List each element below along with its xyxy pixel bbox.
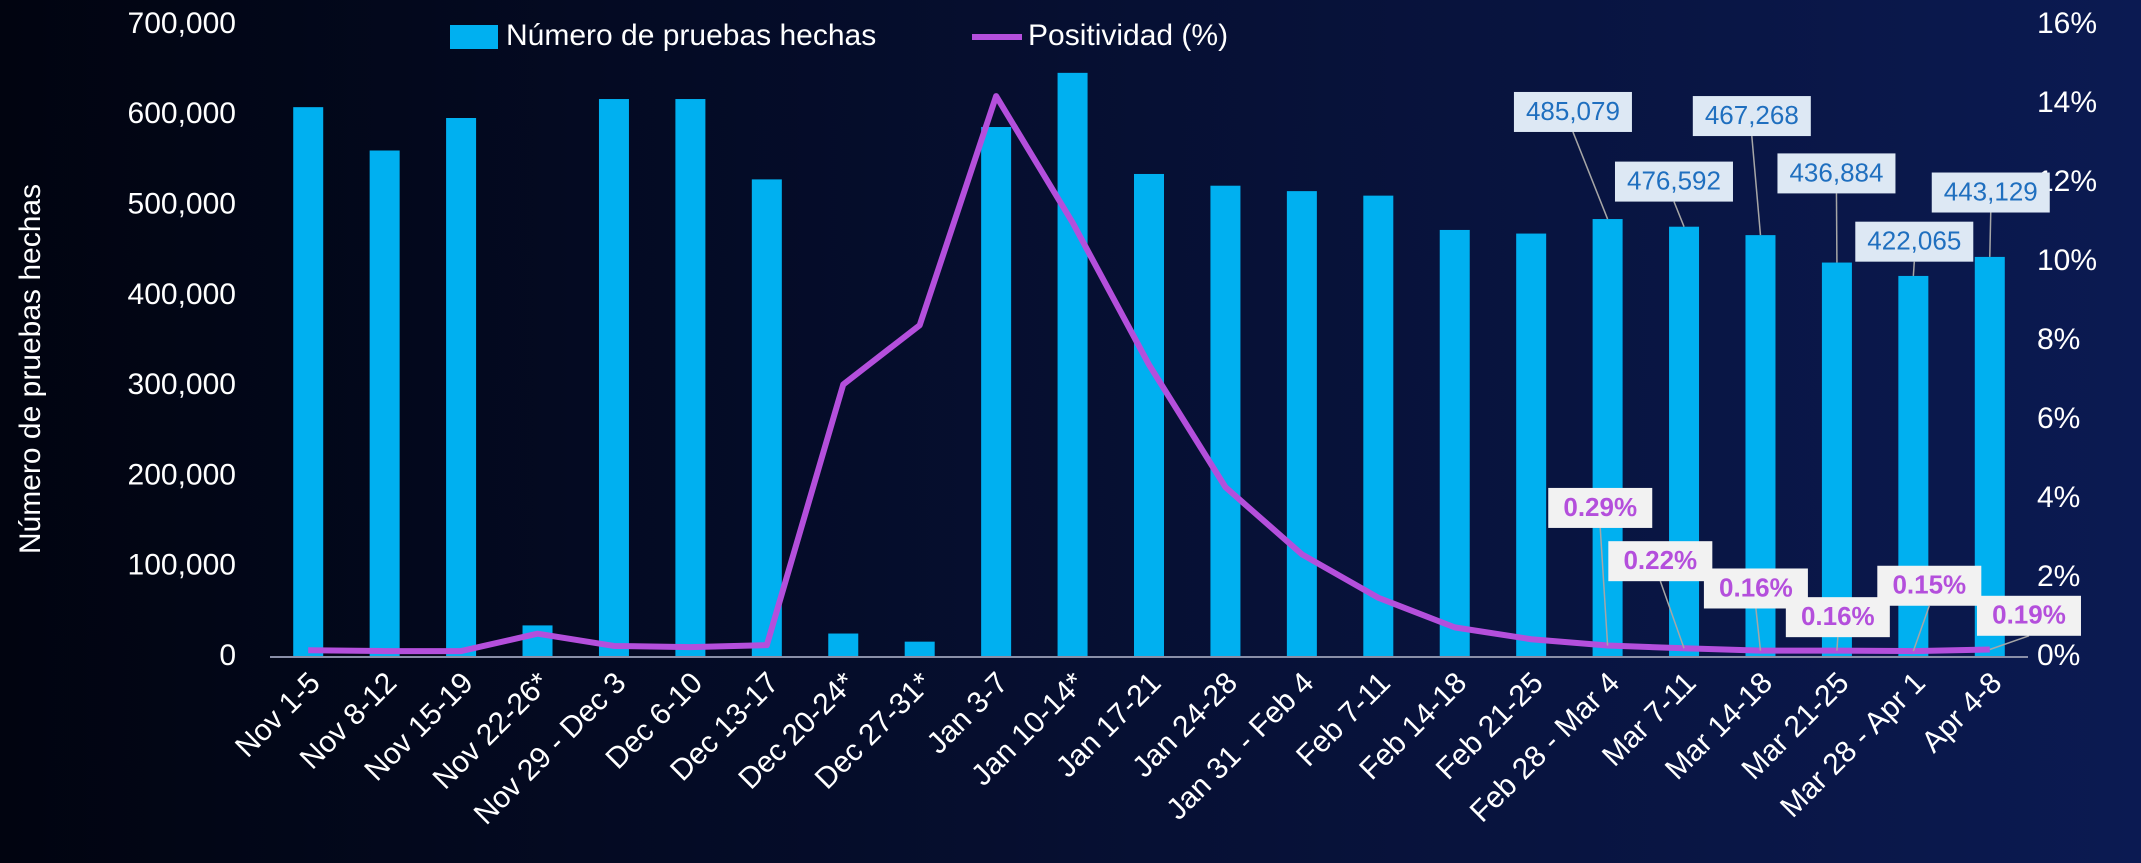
bar: [1363, 195, 1394, 657]
y2-tick-label: 0%: [2037, 639, 2080, 672]
y-tick-label: 700,000: [128, 7, 236, 40]
y-tick-label: 500,000: [128, 187, 236, 220]
y-tick-label: 300,000: [128, 368, 236, 401]
label-box: [1855, 221, 1974, 262]
data-label: 467,268: [1705, 100, 1799, 130]
bar: [369, 150, 400, 658]
data-label: 422,065: [1867, 226, 1961, 256]
label-box: [1777, 153, 1896, 194]
y-tick-label: 200,000: [128, 458, 236, 491]
bar: [1134, 173, 1164, 657]
label-box: [1785, 597, 1890, 638]
bar: [751, 179, 782, 658]
label-box: [1513, 91, 1632, 132]
leader-line: [1989, 212, 1992, 257]
legend-swatch: [450, 25, 498, 49]
data-label: 436,884: [1789, 157, 1883, 187]
label-box: [1976, 595, 2081, 636]
data-label: 476,592: [1627, 165, 1721, 195]
data-label: 0.16%: [1801, 601, 1875, 631]
y-tick-label: 600,000: [128, 97, 236, 130]
label-box: [1931, 172, 2050, 213]
y-tick-label: 0: [219, 639, 236, 672]
bar: [293, 107, 324, 657]
y-tick-label: 400,000: [128, 278, 236, 311]
label-box: [1614, 161, 1733, 202]
leader-line: [1673, 201, 1685, 227]
bar: [828, 633, 859, 657]
leader-line: [1659, 580, 1685, 649]
data-label: 443,129: [1944, 176, 2038, 206]
data-label: 0.16%: [1719, 572, 1793, 602]
leader-line: [1599, 527, 1609, 646]
leader-line: [1755, 608, 1762, 651]
leader-line: [1912, 261, 1916, 276]
bar: [446, 117, 477, 658]
y2-tick-label: 8%: [2037, 323, 2080, 356]
y2-tick-label: 10%: [2037, 244, 2097, 277]
data-label: 0.29%: [1563, 492, 1637, 522]
bar: [1210, 185, 1241, 658]
leader-line: [1751, 135, 1762, 236]
data-label: 485,079: [1526, 96, 1620, 126]
label-box: [1692, 96, 1811, 137]
data-label: 0.22%: [1623, 545, 1697, 575]
label-box: [1548, 487, 1653, 528]
y-tick-label: 100,000: [128, 549, 236, 582]
bar: [1669, 226, 1700, 657]
bar: [1439, 229, 1470, 657]
bar: [522, 625, 553, 657]
y2-tick-label: 2%: [2037, 560, 2080, 593]
bar: [598, 99, 629, 657]
label-box: [1608, 541, 1713, 582]
legend-label: Positividad (%): [1028, 19, 1228, 52]
bar: [675, 99, 706, 657]
bar: [904, 641, 935, 657]
bar: [1821, 262, 1852, 657]
bar: [1057, 72, 1088, 657]
legend-label: Número de pruebas hechas: [506, 19, 876, 52]
leader-line: [1989, 635, 2030, 651]
leader-line: [1572, 131, 1609, 220]
line: [308, 93, 1990, 655]
y-axis-title: Número de pruebas hechas: [14, 184, 47, 554]
leader-line: [1836, 637, 1839, 651]
leader-line: [1912, 605, 1931, 652]
label-box: [1877, 565, 1982, 606]
y2-tick-label: 6%: [2037, 402, 2080, 435]
y2-tick-label: 16%: [2037, 7, 2097, 40]
data-label: 0.15%: [1892, 570, 1966, 600]
bar: [1592, 219, 1623, 657]
bar: [1286, 191, 1317, 657]
data-label: 0.19%: [1992, 600, 2066, 630]
bar: [1516, 233, 1547, 657]
y2-tick-label: 14%: [2037, 86, 2097, 119]
y2-tick-label: 4%: [2037, 481, 2080, 514]
bar: [981, 127, 1012, 658]
